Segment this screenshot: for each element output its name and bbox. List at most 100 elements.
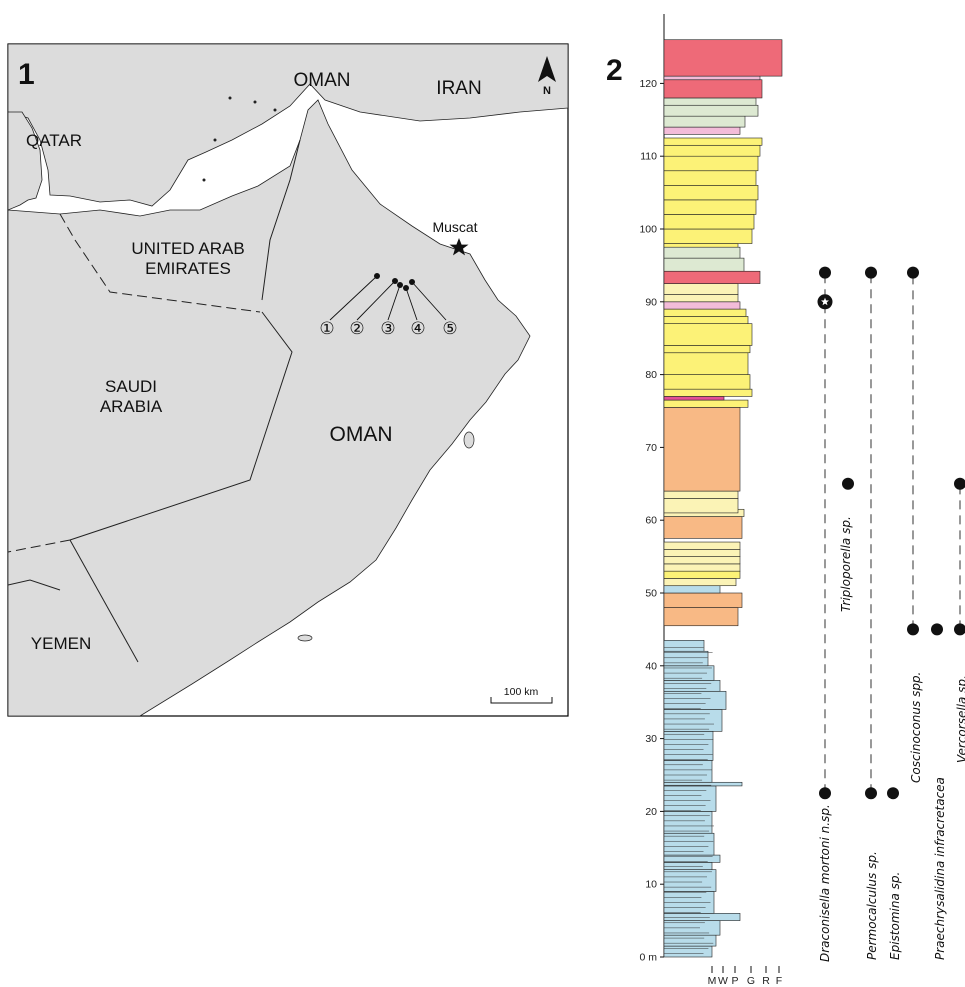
star-icon <box>821 297 829 306</box>
lithology-bed <box>663 199 757 215</box>
lithology-bed <box>663 407 741 492</box>
island <box>202 178 206 182</box>
svg-text:N: N <box>543 85 551 97</box>
lithology-bed <box>663 294 739 303</box>
lithology-bed <box>663 785 717 812</box>
lithology-bed <box>663 945 713 958</box>
label-oman-north: OMAN <box>294 70 351 91</box>
locality-label-5: ⑤ <box>442 319 457 338</box>
lithology-bed <box>663 578 737 587</box>
species-label-triploporella: Triploporella sp. <box>839 516 853 612</box>
label-uae-line1: UNITED ARAB <box>131 239 244 258</box>
texture-scale <box>711 966 780 973</box>
species-label-vercorsella: Vercorsella sp. <box>955 675 965 763</box>
texture-label-r: R <box>762 975 770 987</box>
lithology-bed <box>663 39 783 77</box>
scale-bar <box>490 697 553 704</box>
lithology-bed <box>663 316 749 324</box>
lithology-bed <box>663 345 751 354</box>
label-muscat: Muscat <box>432 219 477 235</box>
lithology-bed <box>663 862 713 870</box>
occurrence-dot <box>954 623 965 636</box>
label-oman-main: OMAN <box>330 423 393 446</box>
lithology-bed <box>663 570 741 579</box>
species-label-coscinoconus: Coscinoconus spp. <box>909 672 923 783</box>
lithology-bed <box>663 541 741 550</box>
lithology-bed <box>663 97 757 106</box>
lithology-bed <box>663 155 759 172</box>
map-panel: 1 N OMAN IRAN QATAR UNITED ARAB EMIRATES… <box>7 43 569 717</box>
label-saudi-line1: SAUDI <box>105 377 157 396</box>
island <box>213 138 217 142</box>
lithology-bed <box>663 556 741 565</box>
qatar-land <box>8 111 43 211</box>
depth-tick-label: 30 <box>645 733 657 745</box>
lithology-bed <box>663 185 759 201</box>
iran-land <box>8 44 568 207</box>
lithology-bed <box>663 399 749 408</box>
lithology-bed <box>663 498 739 514</box>
lithology-bed <box>663 374 751 390</box>
texture-label-g: G <box>747 975 755 987</box>
lithology-bed <box>663 934 717 947</box>
lithology-bed <box>663 396 725 401</box>
lithology-bed <box>663 243 739 248</box>
occurrence-dot <box>887 787 899 800</box>
lithology-bed <box>663 709 723 732</box>
lithology-bed <box>663 301 741 310</box>
lithology-bed <box>663 490 739 499</box>
depth-tick-label: 20 <box>645 806 657 818</box>
lithology-bed <box>663 563 741 572</box>
lithology-bed <box>663 811 713 834</box>
lithology-bed <box>663 144 761 157</box>
depth-tick-label: 10 <box>645 879 657 891</box>
depth-tick-label: 110 <box>640 151 657 163</box>
species-ranges <box>817 266 965 800</box>
lithology-bed <box>663 869 717 892</box>
locality-label-4: ④ <box>410 319 425 338</box>
north-arrow-icon: N <box>538 56 556 97</box>
occurrence-dot <box>819 787 831 800</box>
lithology-bed <box>663 760 713 783</box>
lithology-bed <box>663 214 755 230</box>
lithology-bed <box>663 352 749 375</box>
depth-tick-label: 90 <box>645 296 657 308</box>
label-iran: IRAN <box>436 78 481 99</box>
lithology-bed <box>663 308 747 317</box>
lithology-bed <box>663 731 714 761</box>
lithology-bed <box>663 75 761 81</box>
label-uae-line2: EMIRATES <box>145 259 231 278</box>
lithology-bed <box>663 170 757 186</box>
species-label-epistomina: Epistomina sp. <box>888 872 902 960</box>
lithology-bed <box>663 270 761 284</box>
lithology-bed <box>663 607 739 627</box>
scale-label: 100 km <box>504 686 539 698</box>
lithology-bed <box>663 283 739 295</box>
occurrence-dot <box>907 623 919 636</box>
lithology-bed <box>663 104 759 117</box>
lithology-bed <box>663 854 721 863</box>
lithology-bed <box>663 585 721 594</box>
lithology-bed <box>663 680 721 692</box>
locality-label-2: ② <box>349 319 364 338</box>
lithology-bed <box>663 690 727 710</box>
lithology-bed <box>663 913 741 921</box>
lithology-bed <box>663 137 763 146</box>
lithology-bed <box>663 650 709 667</box>
species-label-permocalculus: Permocalculus sp. <box>865 851 879 960</box>
depth-tick-label: 60 <box>645 515 657 527</box>
label-yemen: YEMEN <box>31 634 91 653</box>
depth-tick-label: 120 <box>639 78 657 90</box>
lithology-column <box>663 39 783 958</box>
depth-tick-label: 40 <box>645 660 657 672</box>
lithology-bed <box>663 640 705 652</box>
texture-label-p: P <box>731 975 738 987</box>
lithology-bed <box>663 323 753 346</box>
lithology-bed <box>663 115 746 128</box>
texture-label-w: W <box>718 975 728 987</box>
depth-ticks: 0 m 10 20 30 40 50 60 70 80 90 100 110 120 <box>639 78 664 964</box>
section-panel: 2 0 m 10 20 30 40 50 60 70 80 90 100 110 120 M W P G… <box>606 14 965 987</box>
lithology-bed <box>663 257 745 272</box>
label-saudi-line2: ARABIA <box>100 397 163 416</box>
texture-label-m: M <box>708 975 717 987</box>
